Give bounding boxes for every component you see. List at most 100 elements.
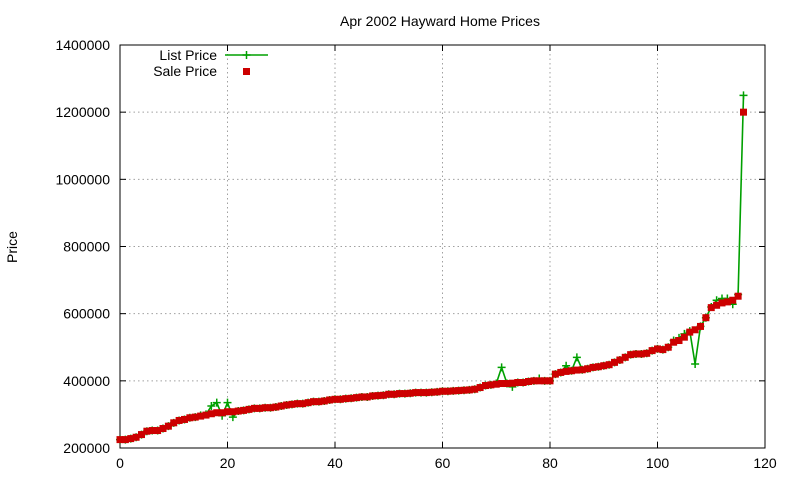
list-price-point [212, 398, 221, 407]
sale-price-point [578, 366, 586, 374]
sale-price-point [514, 379, 522, 387]
sale-price-point [288, 400, 296, 408]
sale-price-point [637, 350, 645, 358]
y-axis-label: Price [4, 231, 20, 263]
sale-price-point [621, 353, 629, 361]
sale-price-point [433, 388, 441, 396]
sale-price-point [299, 400, 307, 408]
sale-price-point [422, 389, 430, 397]
sale-price-point [390, 390, 398, 398]
sale-price-point [293, 400, 301, 408]
sale-price-point [589, 363, 597, 371]
y-tick-label: 800000 [63, 239, 110, 255]
chart-title: Apr 2002 Hayward Home Prices [340, 13, 540, 29]
sale-price-point [401, 390, 409, 398]
sale-price-point [283, 401, 291, 409]
axis-ticks [119, 44, 766, 449]
sale-price-point [138, 431, 145, 439]
sale-price-point [363, 393, 371, 401]
sale-price-point [718, 299, 726, 307]
sale-price-point [659, 346, 667, 354]
sale-price-point [412, 389, 420, 397]
sale-price-point [546, 377, 554, 385]
sale-price-point [245, 405, 253, 413]
series-sale-price [116, 108, 747, 444]
x-tick-label: 0 [116, 455, 124, 471]
legend-label-list-price: List Price [159, 47, 217, 63]
sale-price-point [250, 404, 258, 412]
sale-price-point [648, 347, 656, 355]
sale-price-point [734, 292, 742, 300]
sale-price-point [697, 322, 704, 330]
sale-price-point [310, 398, 317, 406]
sale-price-point [632, 350, 640, 358]
sale-price-point [143, 427, 151, 435]
sale-price-point [605, 361, 613, 369]
sale-price-point [444, 387, 452, 395]
sale-price-point [455, 387, 463, 395]
sale-price-point [353, 394, 360, 402]
sale-price-point [627, 351, 635, 359]
legend-swatch-list-price [225, 51, 268, 59]
sale-price-point [358, 393, 366, 401]
sale-price-point [584, 365, 592, 373]
sale-price-point [691, 326, 699, 334]
sale-price-point [707, 304, 715, 312]
list-price-line [120, 95, 745, 441]
legend-plus-marker [242, 51, 251, 59]
sale-price-point [643, 349, 651, 357]
legend-square-marker [243, 68, 250, 75]
sale-price-point [234, 407, 242, 415]
sale-price-point [374, 392, 382, 400]
sale-price-point [611, 358, 618, 366]
sale-price-point [406, 389, 414, 397]
legend-label-sale-price: Sale Price [153, 63, 217, 79]
sale-price-point [460, 386, 468, 394]
y-tick-label: 400000 [63, 373, 110, 389]
x-tick-label: 100 [646, 455, 670, 471]
legend-swatch-sale-price [243, 68, 250, 75]
sale-price-point [503, 380, 511, 388]
list-price-point [691, 360, 700, 369]
sale-price-point [127, 435, 135, 443]
sale-price-point [229, 408, 237, 416]
sale-price-point [568, 367, 575, 375]
sale-price-point [121, 436, 129, 444]
x-tick-label: 40 [327, 455, 343, 471]
sale-price-point [277, 402, 285, 410]
sale-price-point [315, 398, 323, 406]
list-price-point [497, 363, 506, 372]
sale-price-point [616, 356, 624, 364]
sale-price-point [154, 427, 162, 435]
y-tick-label: 1400000 [55, 37, 110, 53]
y-tick-label: 200000 [63, 440, 110, 456]
sale-price-point [417, 389, 425, 397]
sale-price-point [272, 403, 280, 411]
sale-price-point [202, 411, 210, 419]
x-tick-label: 20 [220, 455, 236, 471]
sale-price-point [664, 343, 672, 351]
sale-price-point [498, 380, 506, 388]
sale-price-point [186, 414, 194, 422]
sale-price-point [654, 345, 661, 353]
sale-price-point [541, 377, 549, 385]
sale-price-point [729, 296, 737, 304]
sale-price-point [713, 301, 721, 309]
y-tick-label: 1200000 [55, 104, 110, 120]
list-price-point [739, 91, 748, 100]
sale-price-point [594, 363, 602, 371]
sale-price-point [148, 427, 156, 435]
sale-price-point [213, 409, 221, 417]
sale-price-point [535, 377, 543, 385]
sale-price-point [562, 367, 570, 375]
sale-price-point [304, 399, 312, 407]
sale-price-point [116, 436, 124, 444]
sale-price-point [439, 387, 446, 395]
sale-price-point [428, 388, 436, 396]
list-price-point [572, 353, 581, 362]
x-tick-label: 80 [542, 455, 558, 471]
sale-price-point [132, 433, 140, 441]
sale-price-point [170, 419, 178, 427]
sale-price-point [240, 406, 248, 414]
sale-price-point [449, 387, 457, 395]
